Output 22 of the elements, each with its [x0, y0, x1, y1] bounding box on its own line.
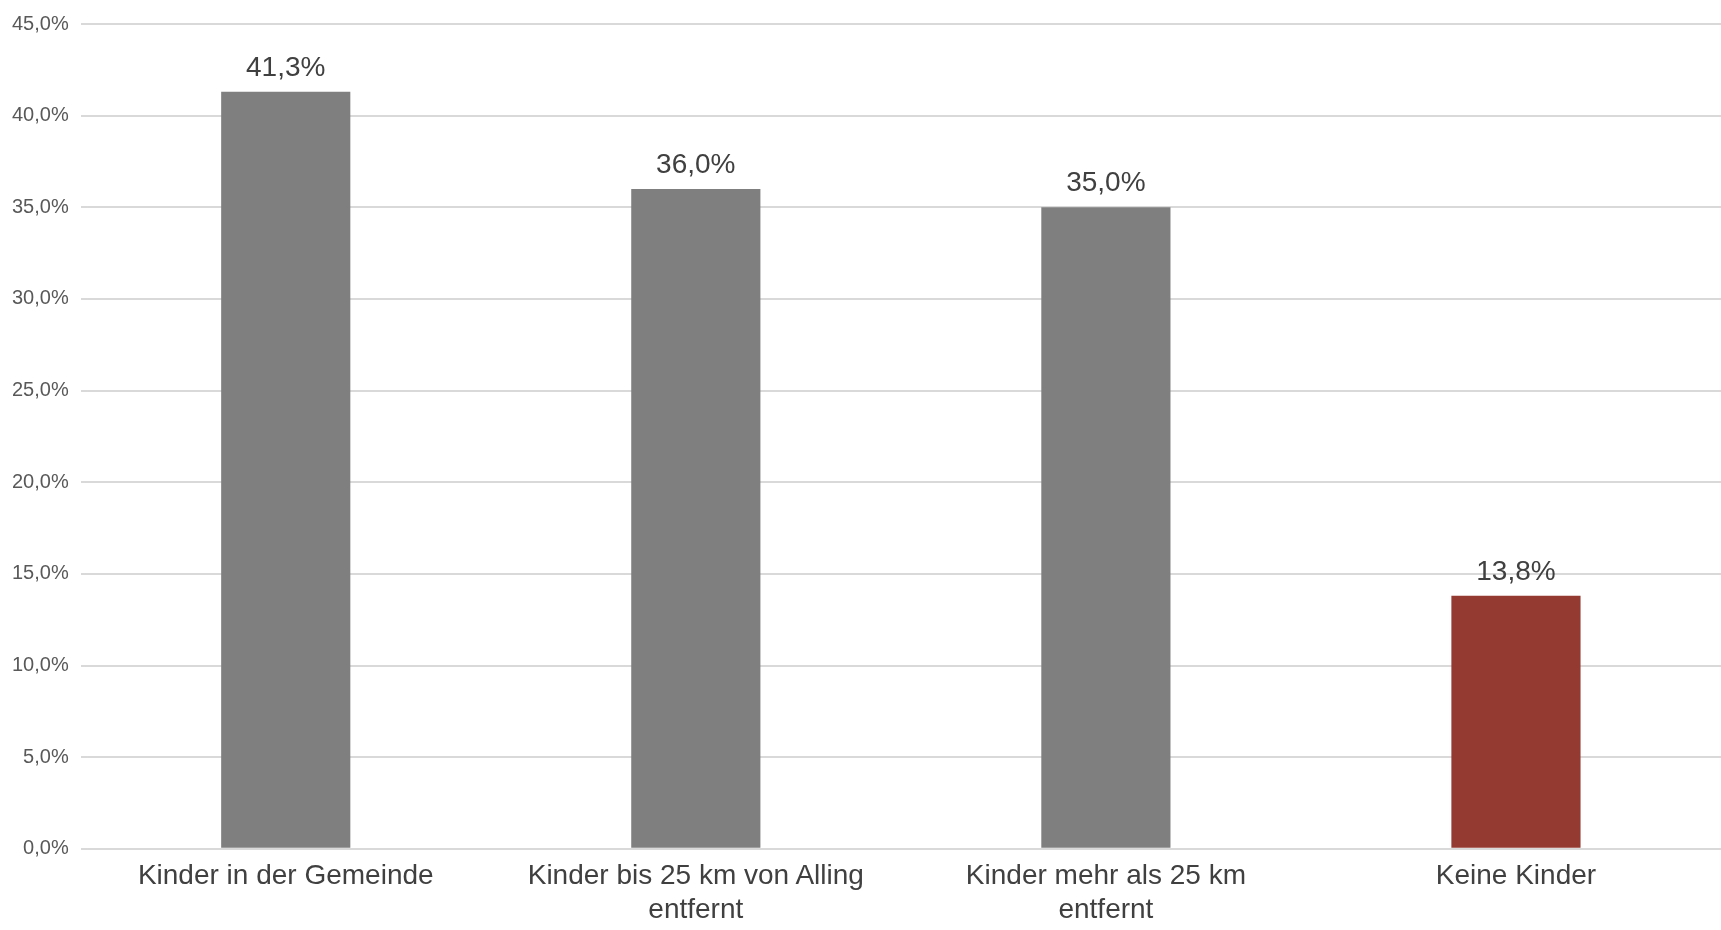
bar — [631, 188, 761, 848]
bar — [1451, 595, 1581, 848]
x-tick-label: Kinder bis 25 km von Alling entfernt — [527, 859, 864, 924]
bar — [1041, 207, 1171, 848]
data-label: 36,0% — [656, 147, 736, 179]
y-tick-label: 5,0% — [23, 744, 69, 767]
data-label: 13,8% — [1476, 554, 1556, 586]
y-tick-label: 45,0% — [11, 11, 69, 34]
y-tick-label: 0,0% — [23, 836, 69, 859]
data-label: 35,0% — [1066, 166, 1146, 198]
bar — [221, 91, 351, 848]
y-tick-label: 15,0% — [11, 561, 69, 584]
x-tick-label: Kinder in der Gemeinde — [137, 859, 434, 891]
x-tick-label: Kinder mehr als 25 km entfernt — [965, 859, 1246, 924]
y-tick-label: 35,0% — [11, 194, 69, 217]
x-tick-label: Keine Kinder — [1435, 859, 1597, 891]
y-tick-label: 40,0% — [11, 103, 69, 126]
y-tick-label: 30,0% — [11, 286, 69, 309]
y-tick-label: 20,0% — [11, 469, 69, 492]
y-tick-label: 25,0% — [11, 378, 69, 401]
data-label: 41,3% — [246, 50, 326, 82]
y-tick-label: 10,0% — [11, 653, 69, 676]
